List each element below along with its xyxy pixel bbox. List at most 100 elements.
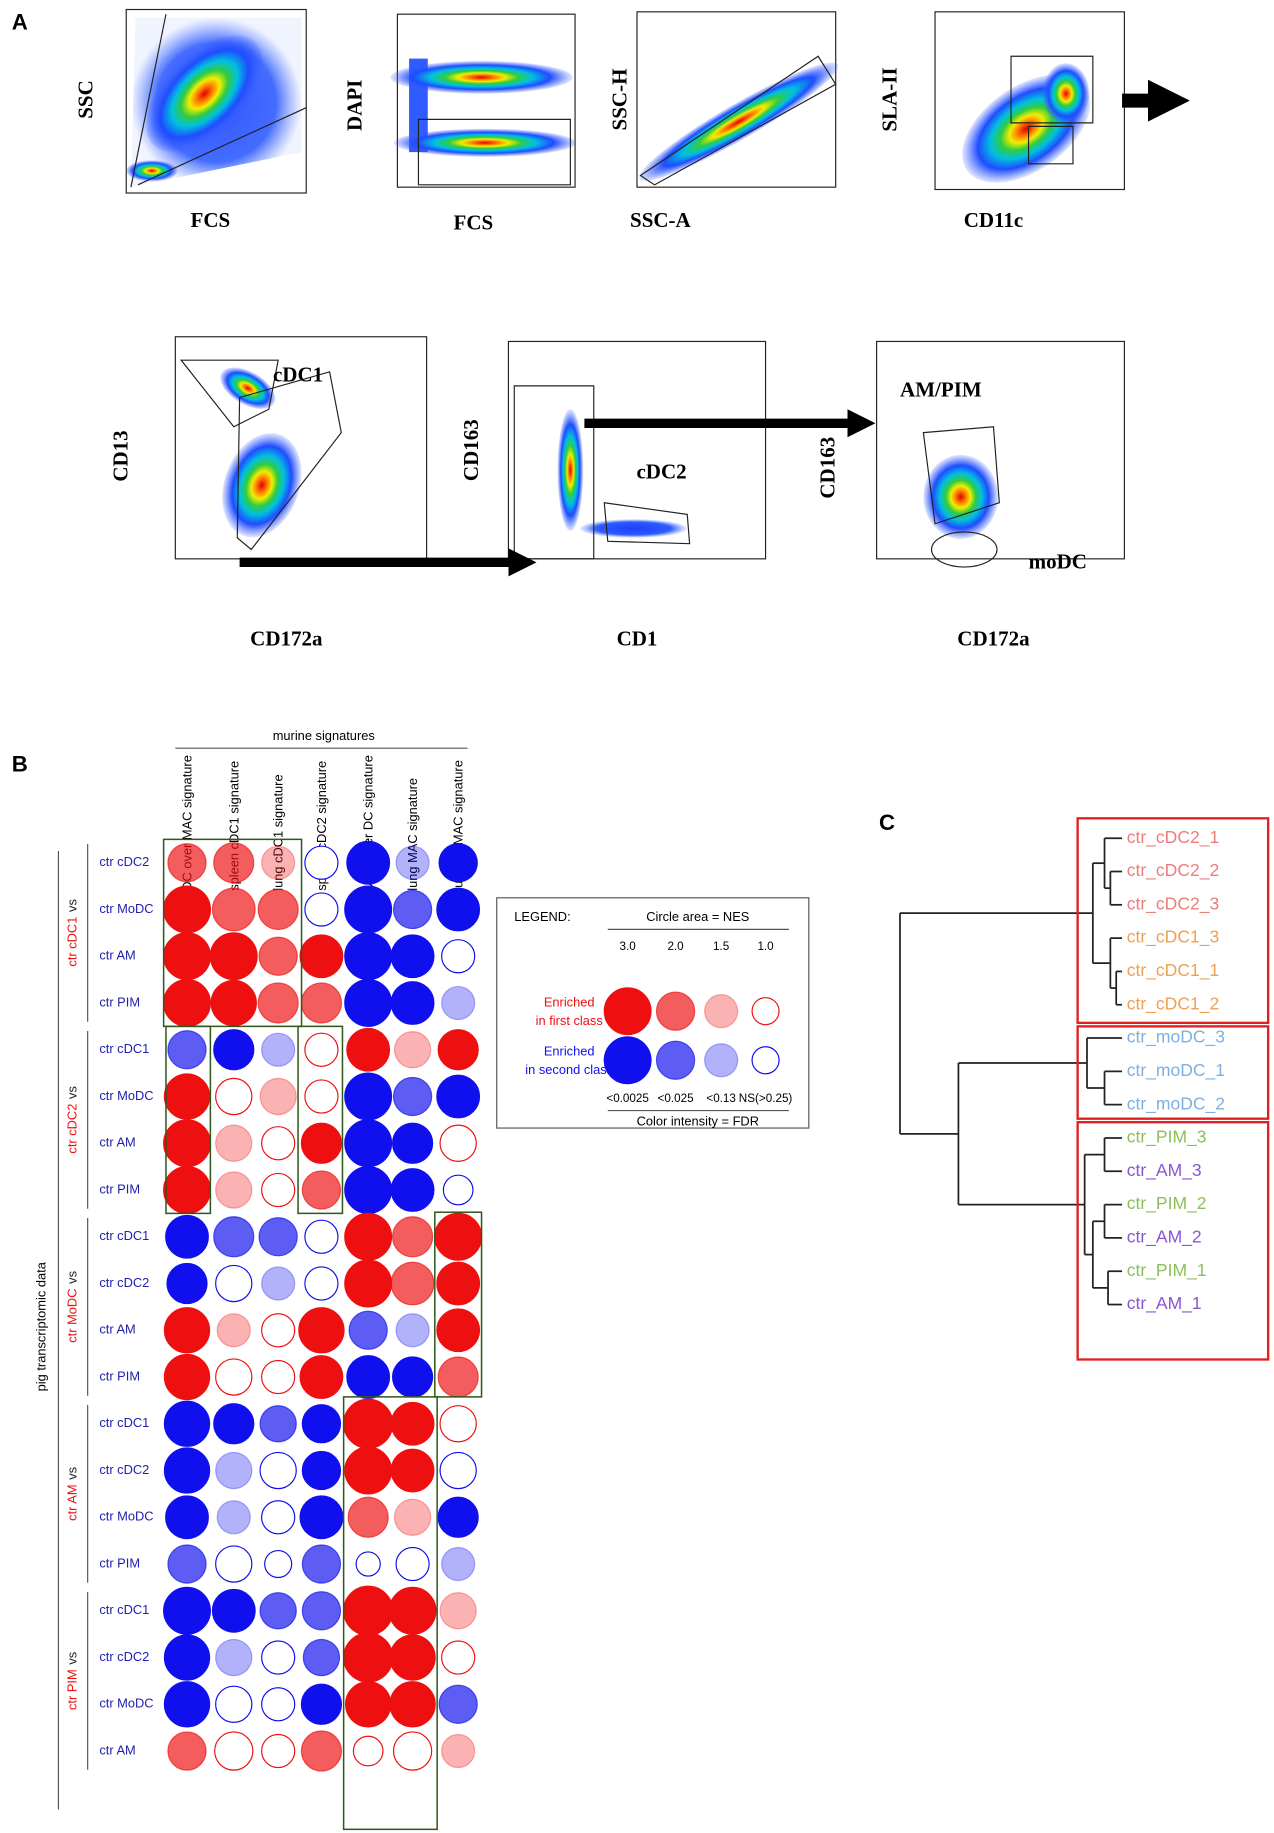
enrichment-dot xyxy=(167,1030,207,1070)
enrichment-dot xyxy=(211,1588,256,1633)
group-name: ctr MoDC xyxy=(65,1289,80,1343)
enrichment-dot xyxy=(344,1446,393,1495)
enrichment-dot xyxy=(300,1122,343,1164)
cluster-box xyxy=(1076,817,1270,1025)
legend-dot xyxy=(704,994,739,1029)
leaf-label: ctr_cDC1_3 xyxy=(1127,927,1219,948)
gate xyxy=(130,14,167,188)
enrichment-dot xyxy=(304,845,339,880)
enrichment-dot xyxy=(390,981,435,1025)
row-label: ctr PIM xyxy=(99,994,140,1009)
row-label: ctr cDC1 xyxy=(99,1228,149,1243)
enrichment-dot xyxy=(395,845,430,880)
row-label: ctr MoDC xyxy=(99,1088,153,1103)
leaf-label: ctr_PIM_1 xyxy=(1127,1260,1207,1281)
enrichment-dot xyxy=(261,1733,296,1769)
enrichment-dot xyxy=(214,1731,254,1771)
dendrogram: ctr_cDC2_1 ctr_cDC2_2 ctr_cDC2_3 ctr_cDC1_3… xyxy=(899,817,1270,1361)
enrichment-dot xyxy=(215,1638,253,1677)
legend-nes-label: 2.0 xyxy=(667,940,684,953)
enrichment-dot xyxy=(438,843,478,883)
legend-class: Enriched xyxy=(544,994,595,1009)
enrichment-dot xyxy=(437,1356,479,1398)
enrichment-dot xyxy=(215,1171,253,1209)
enrichment-dot xyxy=(395,1313,430,1348)
x-axis-label: SSC-A xyxy=(630,208,692,232)
gate xyxy=(137,107,307,186)
row-label: ctr MoDC xyxy=(99,1509,153,1524)
enrichment-dot xyxy=(163,1166,211,1214)
enrichment-dot xyxy=(258,936,298,976)
enrichment-dot xyxy=(300,1683,343,1725)
enrichment-dot xyxy=(436,887,481,932)
leaf-label: ctr_PIM_2 xyxy=(1127,1193,1207,1214)
enrichment-dot xyxy=(392,1731,433,1771)
enrichment-dot xyxy=(258,1217,298,1257)
group-vs: vs xyxy=(65,1271,80,1284)
legend-box xyxy=(496,897,810,1129)
enrichment-dot xyxy=(301,1404,342,1444)
enrichment-dot xyxy=(344,1072,393,1121)
group-name: ctr cDC1 xyxy=(65,917,80,967)
enrichment-dot xyxy=(163,932,211,981)
enrichment-dot xyxy=(163,1447,211,1494)
gate-label: cDC2 xyxy=(636,459,686,483)
cell-density xyxy=(222,433,302,538)
group-name: ctr PIM xyxy=(65,1669,80,1710)
enrichment-dot xyxy=(441,1546,476,1582)
enrichment-dot xyxy=(439,1405,477,1443)
legend-dot xyxy=(603,987,652,1036)
enrichment-dot xyxy=(163,1119,211,1168)
row-label: ctr cDC1 xyxy=(99,1041,149,1056)
leaf-label: ctr_moDC_2 xyxy=(1127,1093,1225,1114)
enrichment-dot xyxy=(441,939,476,974)
enrichment-dot xyxy=(344,1259,393,1308)
enrichment-dot xyxy=(213,1216,255,1258)
highlight-box xyxy=(297,1025,344,1215)
enrichment-dot xyxy=(392,1076,433,1117)
enrichment-dot xyxy=(346,1355,391,1399)
y-axis-label: SLA-II xyxy=(878,67,902,131)
gate-label: cDC1 xyxy=(273,362,323,386)
gate xyxy=(922,426,1000,525)
cluster-box xyxy=(1076,1025,1270,1120)
x-axis-label: CD172a xyxy=(957,626,1030,650)
enrichment-dot xyxy=(211,887,256,932)
cell-density xyxy=(579,519,688,538)
enrichment-dot xyxy=(213,1403,255,1445)
enrichment-dot xyxy=(301,1170,342,1210)
enrichment-dot xyxy=(301,1450,342,1491)
enrichment-dot xyxy=(347,1496,389,1538)
enrichment-dot xyxy=(344,885,393,934)
row-label: ctr AM xyxy=(99,1742,135,1757)
group-label: ctr MoDC vs xyxy=(65,1271,80,1343)
enrichment-dot xyxy=(434,1212,483,1261)
enrichment-dot xyxy=(388,1586,437,1635)
cell-density xyxy=(923,454,999,539)
enrichment-dot xyxy=(216,1313,251,1348)
enrichment-dot xyxy=(392,889,433,930)
cluster-box xyxy=(1076,1121,1270,1361)
enrichment-dot xyxy=(436,1308,481,1353)
group-vs: vs xyxy=(65,1086,80,1099)
enrichment-dot xyxy=(344,1166,393,1214)
enrichment-dot xyxy=(261,845,296,880)
cell-density xyxy=(146,35,263,153)
highlight-box xyxy=(165,1025,212,1215)
highlight-box xyxy=(342,1396,438,1831)
enrichment-dot xyxy=(436,1074,481,1119)
panel-label: A xyxy=(12,9,28,34)
enrichment-dot xyxy=(261,1126,296,1161)
enrichment-dot xyxy=(166,1262,208,1305)
group-vs: vs xyxy=(65,899,80,912)
legend-class: Enriched xyxy=(544,1043,595,1058)
enrichment-dot xyxy=(304,1032,339,1067)
x-axis-label: CD172a xyxy=(250,626,323,650)
leaf-label: ctr_cDC2_3 xyxy=(1127,893,1219,914)
gate-label: AM/PIM xyxy=(900,378,982,402)
enrichment-dot xyxy=(215,1264,253,1303)
enrichment-dot xyxy=(216,1500,251,1535)
plot-frame xyxy=(876,340,1125,560)
x-axis-label: FCS xyxy=(191,208,231,232)
enrichment-dot xyxy=(304,1219,339,1254)
